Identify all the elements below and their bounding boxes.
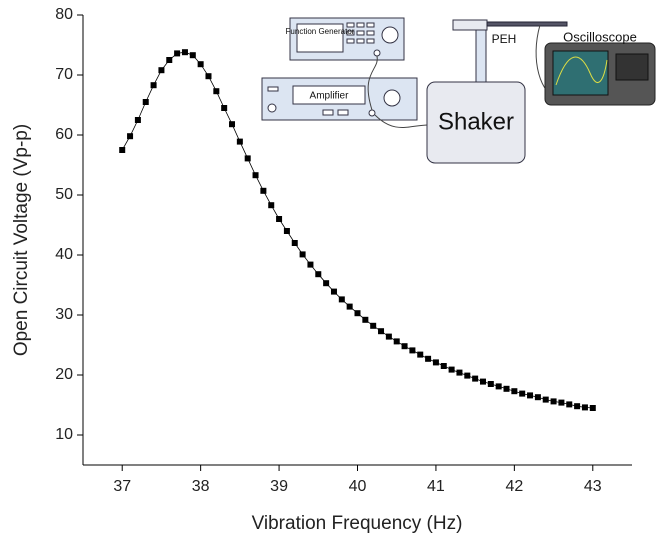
data-point — [495, 383, 502, 390]
y-tick-label: 10 — [55, 426, 73, 443]
data-point — [197, 61, 204, 68]
data-point — [268, 202, 275, 209]
x-tick-label: 42 — [505, 478, 523, 495]
data-point — [315, 271, 322, 278]
y-tick-label: 30 — [55, 306, 73, 323]
data-point — [252, 172, 259, 179]
data-point — [464, 372, 471, 379]
data-point — [393, 338, 400, 345]
data-point — [487, 381, 494, 387]
data-point — [385, 333, 392, 340]
data-point — [354, 310, 361, 317]
data-point — [283, 228, 290, 234]
data-point — [205, 73, 212, 80]
data-point — [527, 392, 534, 399]
data-point — [346, 303, 353, 310]
data-point — [299, 251, 306, 258]
shaker-box — [426, 81, 526, 164]
data-point — [409, 347, 416, 354]
y-axis-title: Open Circuit Voltage (Vp-p) — [11, 124, 32, 356]
data-point — [581, 404, 588, 411]
data-point — [378, 328, 385, 335]
x-tick-label: 37 — [113, 478, 131, 495]
data-point — [511, 388, 518, 395]
setup-diagram: Function Generator Amplifier Shaker PEH … — [261, 17, 656, 164]
data-point — [432, 359, 439, 366]
data-point — [558, 399, 565, 406]
y-tick-label: 40 — [55, 246, 73, 263]
x-tick-label: 38 — [192, 478, 210, 495]
data-point — [276, 216, 283, 222]
data-point — [323, 280, 330, 287]
fg-label: Function Generator — [286, 27, 355, 36]
x-tick-label: 41 — [427, 478, 445, 495]
data-point — [127, 133, 134, 140]
data-point — [440, 363, 447, 369]
data-point — [134, 117, 141, 123]
data-point — [142, 99, 149, 105]
x-tick-label: 43 — [584, 478, 602, 495]
data-point — [119, 147, 126, 153]
shaker-label: Shaker — [438, 108, 514, 135]
data-point — [338, 296, 345, 303]
x-tick-label: 39 — [270, 478, 288, 495]
data-point — [589, 405, 596, 411]
data-point — [534, 394, 541, 401]
data-point — [456, 369, 463, 376]
data-point — [158, 67, 165, 74]
y-tick-label: 70 — [55, 66, 73, 83]
y-tick-label: 50 — [55, 186, 73, 203]
y-tick-label: 20 — [55, 366, 73, 383]
data-point — [542, 396, 549, 403]
data-point — [503, 385, 510, 392]
x-tick-label: 40 — [349, 478, 367, 495]
data-point — [221, 105, 228, 111]
data-point — [181, 49, 188, 56]
peh-label: PEH — [492, 32, 517, 46]
data-point — [236, 138, 243, 145]
data-point — [213, 88, 220, 95]
data-point — [401, 343, 408, 350]
data-point — [574, 403, 581, 410]
data-point — [362, 316, 369, 323]
data-point — [448, 366, 455, 373]
y-tick-label: 80 — [55, 6, 73, 23]
data-point — [417, 351, 424, 358]
x-axis-title: Vibration Frequency (Hz) — [252, 513, 463, 534]
data-point — [519, 390, 526, 397]
data-point — [291, 240, 298, 246]
data-point — [174, 50, 181, 57]
data-point — [229, 121, 236, 128]
amplifier-label: Amplifier — [310, 91, 350, 102]
data-point — [330, 288, 337, 295]
data-point — [550, 398, 557, 405]
data-point — [370, 322, 377, 329]
data-point — [425, 355, 432, 362]
data-point — [244, 155, 251, 162]
fg-screen — [296, 23, 344, 53]
data-point — [479, 378, 486, 385]
data-point — [189, 52, 196, 59]
data-point — [150, 82, 157, 89]
data-point — [307, 261, 314, 268]
data-point — [166, 57, 173, 63]
data-point — [566, 401, 573, 408]
data-point — [472, 375, 479, 382]
oscilloscope-label: Oscilloscope — [563, 29, 637, 44]
y-tick-label: 60 — [55, 126, 73, 143]
data-point — [260, 187, 267, 194]
